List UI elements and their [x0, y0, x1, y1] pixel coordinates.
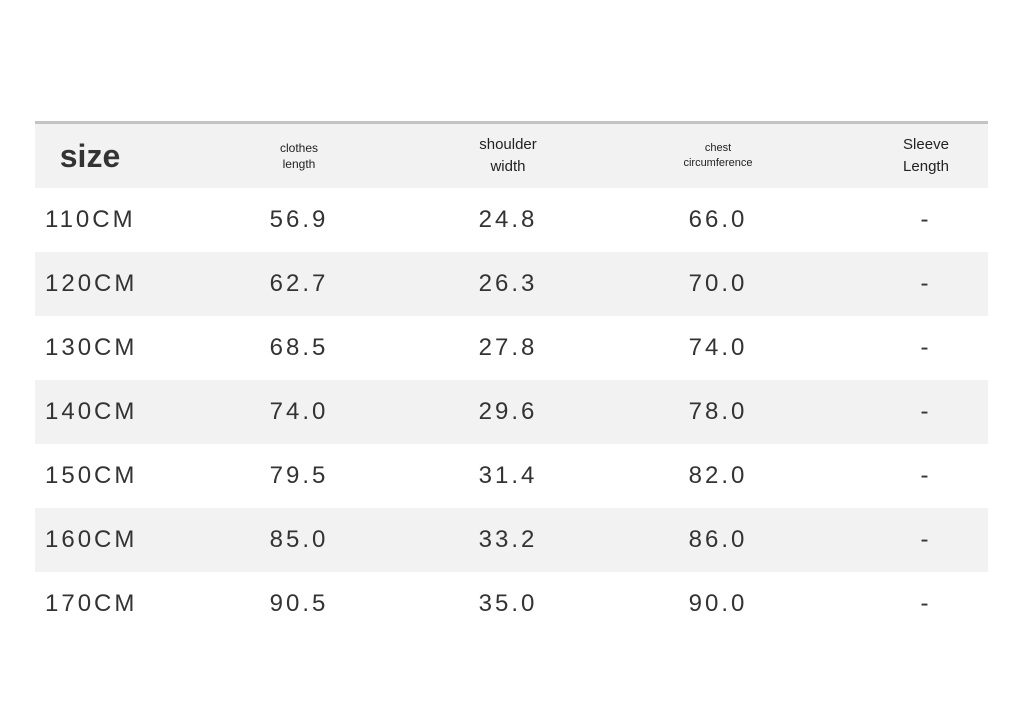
cell-text: 62.7: [269, 270, 329, 297]
cell-text: 29.6: [478, 398, 538, 425]
cell-text: 79.5: [269, 462, 329, 489]
cell-text: 82.0: [688, 462, 748, 489]
cell-text: 26.3: [478, 270, 538, 297]
header-cell: clothes length: [280, 124, 318, 188]
header-text: shoulder: [479, 136, 537, 153]
data-row: 120CM 62.7 26.3 70.0 -: [35, 252, 988, 316]
cell-text: 120CM: [45, 270, 138, 297]
data-row: 160CM 85.0 33.2 86.0 -: [35, 508, 988, 572]
header-cell: Sleeve Length: [903, 124, 949, 188]
cell-text: 56.9: [269, 206, 329, 233]
data-row: 140CM 74.0 29.6 78.0 -: [35, 380, 988, 444]
cell-text: 27.8: [478, 334, 538, 361]
cell-text: 86.0: [688, 526, 748, 553]
cell-text: 90.0: [688, 590, 748, 617]
header-cell: chest circumference: [683, 124, 752, 188]
cell-text: 74.0: [269, 398, 329, 425]
cell-text: 33.2: [478, 526, 538, 553]
data-row: 170CM 90.5 35.0 90.0 -: [35, 572, 988, 636]
header-text: clothes: [279, 141, 319, 155]
cell-text: -: [920, 334, 932, 361]
size-table: size clothes length shoulder width chest circu…: [35, 121, 988, 636]
cell-text: -: [920, 270, 932, 297]
header-text: chest: [704, 142, 732, 154]
cell-text: 31.4: [478, 462, 538, 489]
cell-text: 110CM: [45, 206, 136, 233]
cell-text: 85.0: [269, 526, 329, 553]
cell-text: 24.8: [478, 206, 538, 233]
cell-text: 160CM: [45, 526, 138, 553]
data-row: 110CM 56.9 24.8 66.0 -: [35, 188, 988, 252]
cell-text: -: [920, 398, 932, 425]
cell-text: 78.0: [688, 398, 748, 425]
cell-text: 70.0: [688, 270, 748, 297]
header-text: Length: [903, 158, 949, 175]
cell-text: 35.0: [478, 590, 538, 617]
cell-text: 74.0: [688, 334, 748, 361]
header-text: size: [59, 137, 121, 174]
header-text: Sleeve: [903, 136, 949, 153]
cell-text: 66.0: [688, 206, 748, 233]
data-row: 130CM 68.5 27.8 74.0 -: [35, 316, 988, 380]
data-row: 150CM 79.5 31.4 82.0 -: [35, 444, 988, 508]
header-row: size clothes length shoulder width chest circu…: [35, 124, 988, 188]
cell-text: -: [920, 590, 932, 617]
header-text: length: [282, 157, 316, 171]
cell-text: 150CM: [45, 462, 138, 489]
header-cell: size: [60, 124, 120, 188]
cell-text: 140CM: [45, 398, 138, 425]
cell-text: 130CM: [45, 334, 138, 361]
cell-text: -: [920, 462, 932, 489]
cell-text: 170CM: [45, 590, 138, 617]
header-text: circumference: [683, 157, 753, 169]
header-text: width: [490, 158, 526, 175]
cell-text: -: [920, 526, 932, 553]
cell-text: 68.5: [269, 334, 329, 361]
header-cell: shoulder width: [479, 124, 537, 188]
cell-text: -: [920, 206, 932, 233]
cell-text: 90.5: [269, 590, 329, 617]
